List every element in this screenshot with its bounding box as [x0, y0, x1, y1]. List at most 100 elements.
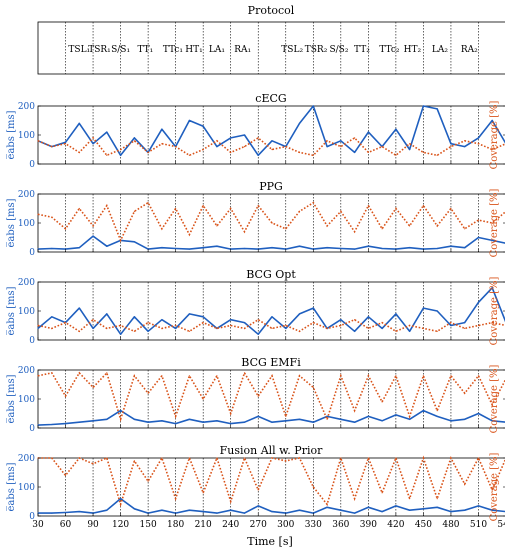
protocol-phase-label: TT₂	[354, 45, 370, 55]
error-data-point	[464, 322, 466, 324]
coverage-data-point	[202, 322, 204, 324]
coverage-data-point	[464, 483, 466, 485]
coverage-data-point	[243, 327, 246, 329]
coverage-data-point	[354, 231, 356, 233]
coverage-data-point	[175, 498, 177, 500]
coverage-data-point	[381, 228, 383, 230]
protocol-phase-label: TTc₁	[163, 45, 183, 55]
coverage-data-point	[106, 205, 108, 207]
y-left-tick-label: 100	[18, 219, 35, 229]
coverage-data-point	[51, 327, 53, 329]
y-left-tick-label: 100	[18, 483, 35, 493]
coverage-data-point	[409, 225, 411, 227]
error-data-point	[188, 119, 190, 122]
error-data-point	[450, 324, 452, 327]
error-data-point	[92, 235, 94, 237]
error-data-point	[477, 236, 480, 239]
error-data-point	[340, 509, 342, 511]
coverage-data-point	[175, 415, 177, 417]
coverage-data-point	[202, 492, 204, 494]
coverage-data-point	[477, 375, 480, 377]
coverage-data-point	[147, 202, 149, 204]
y-left-tick-label: 200	[18, 190, 35, 200]
error-data-point	[78, 247, 80, 249]
error-data-point	[395, 414, 397, 416]
coverage-data-point	[271, 327, 273, 329]
coverage-data-point	[92, 225, 94, 227]
panel-title: cECG	[255, 92, 286, 105]
error-data-point	[285, 327, 287, 329]
y-left-tick-label: 0	[29, 160, 35, 170]
error-data-point	[436, 108, 438, 110]
protocol-phase-label: TSL₁	[68, 45, 90, 55]
error-data-point	[367, 316, 369, 318]
coverage-data-point	[64, 143, 67, 145]
error-data-point	[175, 247, 177, 250]
error-data-point	[161, 319, 163, 321]
coverage-data-point	[188, 154, 190, 156]
error-data-point	[436, 506, 438, 508]
error-data-point	[367, 415, 369, 417]
error-data-point	[257, 333, 259, 335]
x-tick-label: 360	[332, 520, 349, 530]
coverage-data-point	[491, 148, 493, 151]
coverage-data-point	[92, 137, 94, 139]
error-data-point	[64, 511, 67, 514]
coverage-data-point	[436, 330, 438, 332]
coverage-data-point	[243, 231, 246, 233]
coverage-data-point	[216, 225, 218, 227]
coverage-data-point	[92, 386, 94, 388]
x-tick-label: 390	[360, 520, 377, 530]
error-data-point	[202, 125, 204, 127]
coverage-data-point	[271, 148, 273, 151]
error-data-point	[409, 330, 411, 332]
y-right-axis-label: Coverage [%]	[489, 453, 500, 522]
coverage-data-point	[64, 228, 67, 230]
coverage-data-point	[230, 412, 232, 415]
coverage-data-point	[367, 375, 369, 377]
coverage-data-point	[340, 324, 342, 327]
coverage-data-point	[120, 324, 122, 327]
error-data-point	[422, 307, 424, 309]
error-data-point	[326, 506, 328, 508]
plot-frame	[37, 369, 505, 429]
coverage-data-point	[464, 392, 466, 394]
error-data-point	[106, 131, 108, 133]
error-data-point	[64, 141, 67, 143]
coverage-data-point	[175, 146, 177, 148]
coverage-data-point	[230, 207, 232, 210]
error-data-point	[106, 245, 108, 247]
coverage-data-point	[367, 151, 369, 153]
coverage-series-line	[37, 136, 505, 157]
coverage-data-point	[147, 392, 149, 394]
x-tick-label: 510	[470, 520, 487, 530]
error-data-point	[92, 420, 94, 422]
error-data-point	[133, 241, 135, 243]
error-data-point	[202, 421, 204, 423]
x-tick-label: 330	[305, 520, 322, 530]
coverage-data-point	[477, 457, 480, 459]
error-data-point	[243, 421, 246, 423]
y-left-tick-label: 200	[18, 366, 35, 376]
error-data-point	[409, 247, 411, 249]
error-data-point	[133, 418, 135, 420]
error-data-point	[120, 154, 122, 156]
coverage-data-point	[354, 137, 356, 139]
error-data-point	[491, 239, 493, 241]
coverage-data-point	[450, 207, 452, 210]
coverage-data-point	[133, 375, 135, 377]
protocol-phase-label: TT₁	[137, 45, 153, 55]
coverage-data-point	[78, 330, 80, 332]
coverage-data-point	[422, 457, 424, 459]
coverage-data-point	[326, 140, 328, 142]
error-data-point	[92, 143, 94, 145]
error-data-point	[243, 134, 246, 136]
error-data-point	[367, 131, 369, 133]
error-data-point	[422, 410, 424, 412]
error-data-point	[271, 511, 273, 513]
coverage-data-point	[257, 137, 259, 139]
coverage-data-point	[354, 410, 356, 412]
y-left-tick-label: 100	[18, 307, 35, 317]
error-data-point	[78, 511, 80, 513]
coverage-data-point	[257, 205, 259, 207]
